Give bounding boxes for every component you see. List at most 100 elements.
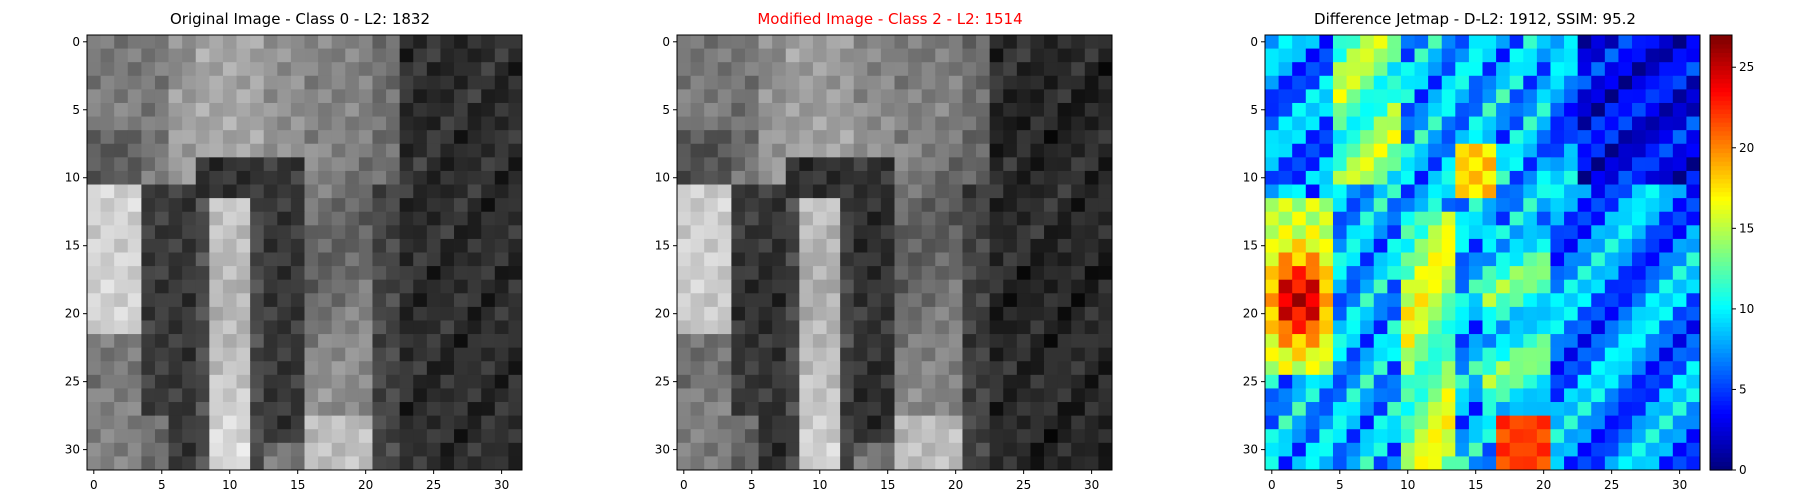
modified-image-cell — [867, 266, 882, 281]
difference-jetmap-cell — [1577, 293, 1592, 308]
difference-jetmap-cell — [1523, 89, 1538, 104]
modified-image-cell — [690, 238, 705, 253]
original-image-cell — [481, 266, 496, 281]
difference-jetmap-cell — [1523, 238, 1538, 253]
modified-image-cell — [1098, 225, 1113, 240]
original-image-cell — [426, 415, 441, 430]
difference-jetmap-cell — [1659, 62, 1674, 77]
modified-image-cell — [935, 184, 950, 199]
modified-image-cell — [826, 252, 841, 267]
difference-jetmap-cell — [1441, 102, 1456, 117]
difference-jetmap-cell — [1686, 130, 1701, 145]
difference-jetmap-cell — [1659, 429, 1674, 444]
original-image-cell — [331, 442, 346, 457]
modified-image-cell — [744, 48, 759, 63]
modified-image-cell — [948, 102, 963, 117]
original-image-cell — [413, 347, 428, 362]
difference-jetmap-cell — [1659, 89, 1674, 104]
colorbar-segment — [1710, 291, 1732, 297]
modified-image-cell — [840, 334, 855, 349]
original-image-cell — [399, 225, 414, 240]
difference-jetmap-cell — [1468, 184, 1483, 199]
original-image-cell — [481, 35, 496, 49]
difference-jetmap-cell — [1618, 402, 1633, 417]
original-image-cell — [222, 347, 237, 362]
original-image-cell — [182, 374, 197, 389]
modified-image-cell — [867, 116, 882, 131]
modified-image-cell — [1071, 225, 1086, 240]
original-image-cell — [345, 48, 360, 63]
colorbar-segment — [1710, 343, 1732, 349]
modified-image-cell — [731, 347, 746, 362]
original-image-cell — [100, 102, 115, 117]
original-image-cell — [250, 334, 265, 349]
modified-image-cell — [812, 238, 827, 253]
original-image-cell — [236, 252, 251, 267]
difference-jetmap-cell — [1265, 388, 1279, 403]
difference-jetmap-cell — [1387, 306, 1402, 321]
original-image-cell — [195, 374, 210, 389]
difference-jetmap-cell — [1428, 388, 1443, 403]
difference-jetmap-cell — [1414, 320, 1429, 335]
original-image-cell — [508, 35, 523, 49]
original-image-cell — [494, 402, 509, 417]
original-image-cell — [87, 48, 101, 63]
original-image-cell — [413, 293, 428, 308]
difference-jetmap-cell — [1672, 157, 1687, 172]
original-image-cell — [318, 238, 333, 253]
modified-image-cell — [908, 89, 923, 104]
colorbar-segment — [1710, 365, 1732, 371]
original-image-cell — [209, 35, 224, 49]
modified-image-cell — [840, 62, 855, 77]
modified-image-cell — [1003, 361, 1018, 376]
original-image-cell — [426, 388, 441, 403]
original-image-cell — [195, 252, 210, 267]
original-image-cell — [209, 102, 224, 117]
modified-image-cell — [1003, 293, 1018, 308]
original-image-cell — [290, 157, 305, 172]
difference-jetmap-cell — [1604, 415, 1619, 430]
difference-jetmap-cell — [1604, 306, 1619, 321]
modified-image-cell — [867, 415, 882, 430]
original-image-cell — [386, 184, 401, 199]
original-image-cell — [399, 320, 414, 335]
original-image-cell — [290, 293, 305, 308]
modified-image-cell — [690, 306, 705, 321]
colorbar-segment — [1710, 326, 1732, 332]
difference-jetmap-cell — [1591, 116, 1606, 131]
original-image-cell — [87, 35, 101, 49]
modified-image-cell — [840, 198, 855, 213]
modified-image-cell — [704, 402, 719, 417]
difference-jetmap-cell — [1618, 361, 1633, 376]
original-image-cell — [236, 89, 251, 104]
modified-image-cell — [1030, 89, 1045, 104]
original-image-cell — [440, 266, 455, 281]
difference-jetmap-cell — [1550, 238, 1565, 253]
modified-image-cell — [1044, 293, 1059, 308]
original-image-cell — [454, 252, 469, 267]
original-image-cell — [304, 238, 319, 253]
original-image-cell — [277, 293, 292, 308]
original-image-cell — [331, 211, 346, 226]
modified-image-cell — [799, 211, 814, 226]
difference-jetmap-cell — [1672, 293, 1687, 308]
difference-jetmap-cell — [1319, 442, 1334, 457]
original-image-cell — [386, 130, 401, 145]
modified-image-cell — [1071, 238, 1086, 253]
difference-jetmap-y-tick-label: 20 — [1243, 307, 1258, 321]
original-image-cell — [195, 184, 210, 199]
difference-jetmap-cell — [1482, 334, 1497, 349]
difference-jetmap-cell — [1645, 361, 1660, 376]
colorbar-tick-label: 5 — [1739, 382, 1747, 396]
original-image-cell — [127, 252, 142, 267]
original-image-cell — [209, 347, 224, 362]
difference-jetmap-x-tick-label: 5 — [1336, 478, 1344, 492]
difference-jetmap-cell — [1536, 252, 1551, 267]
original-image-cell — [182, 62, 197, 77]
difference-jetmap-cell — [1319, 116, 1334, 131]
original-image-cell — [209, 238, 224, 253]
modified-image-cell — [717, 48, 732, 63]
difference-jetmap-cell — [1564, 143, 1579, 158]
colorbar-segment — [1710, 378, 1732, 384]
difference-jetmap-cell — [1265, 198, 1279, 213]
